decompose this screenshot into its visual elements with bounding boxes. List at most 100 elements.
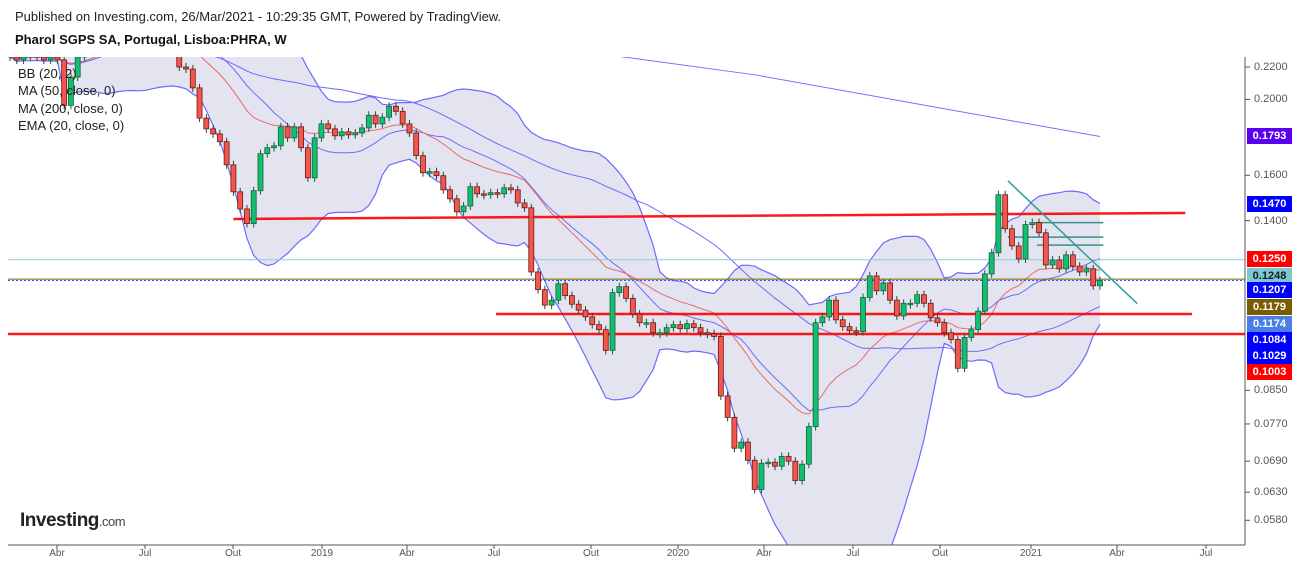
y-tick-label: 0.1600: [1254, 169, 1288, 182]
candle: [8, 57, 13, 61]
candle-body: [116, 30, 121, 37]
candle-body: [20, 57, 27, 61]
bb-lower-line: [9, 57, 1101, 545]
candle: [860, 293, 866, 336]
x-tick-label: Abr: [756, 548, 772, 559]
candle: [785, 452, 792, 466]
price-label: 0.1179: [1247, 299, 1292, 315]
candle-body: [799, 463, 805, 481]
candle-body: [170, 45, 175, 52]
candle-body: [277, 126, 284, 147]
candle: [528, 203, 535, 276]
bb-fill: [10, 57, 1100, 545]
logo-suffix: .com: [98, 514, 126, 529]
legend-ma50[interactable]: MA (50, close, 0): [18, 83, 116, 99]
candle: [1083, 264, 1090, 276]
candle-body: [480, 193, 487, 196]
candle: [237, 187, 244, 213]
candle: [954, 335, 961, 373]
candle-body: [34, 57, 40, 58]
candle-body: [1022, 224, 1029, 260]
price-label: 0.1174: [1247, 316, 1292, 332]
candle-body: [304, 147, 311, 179]
x-tick-label: Abr: [49, 548, 65, 559]
candle: [156, 26, 161, 41]
candle: [338, 127, 345, 140]
y-tick-label: 0.0690: [1254, 455, 1288, 468]
candle: [893, 296, 900, 320]
candle-body: [535, 271, 541, 291]
candle-body: [359, 127, 365, 134]
candle-body: [386, 105, 393, 118]
candle: [271, 141, 277, 152]
candle-body: [508, 187, 514, 191]
candle: [47, 57, 54, 64]
candle: [406, 119, 413, 137]
x-tick-label: Jul: [487, 548, 501, 559]
candle: [548, 296, 555, 310]
candle-body: [291, 126, 298, 139]
legend-bb[interactable]: BB (20, 2): [18, 66, 77, 81]
candle: [27, 57, 34, 61]
candle: [758, 459, 765, 494]
candle: [650, 318, 657, 337]
candle-body: [96, 30, 101, 37]
candle-body: [440, 175, 447, 191]
candle: [480, 189, 487, 200]
candle: [907, 299, 914, 309]
candle-body: [677, 324, 684, 330]
candle-body: [616, 286, 623, 294]
x-tick-label: Out: [582, 548, 600, 559]
candle: [13, 57, 20, 64]
candle: [40, 57, 47, 64]
x-tick-label: Jul: [1199, 548, 1213, 559]
candle-body: [136, 17, 141, 24]
candle: [494, 188, 501, 199]
candle: [569, 291, 575, 309]
candle: [853, 326, 860, 337]
candle: [304, 143, 311, 182]
candle-body: [785, 455, 792, 462]
candle: [54, 57, 61, 64]
candle-body: [89, 37, 94, 44]
candle: [846, 322, 853, 335]
candle-body: [1083, 268, 1090, 273]
candle: [968, 325, 975, 342]
investing-logo: Investing.com: [20, 510, 126, 532]
candle: [629, 294, 636, 318]
candle-body: [609, 292, 616, 351]
candle-body: [102, 24, 107, 31]
candle-body: [494, 192, 501, 195]
candle: [264, 143, 271, 158]
candle: [934, 313, 941, 327]
candle-body: [447, 189, 453, 200]
candle: [555, 279, 562, 305]
candle-body: [860, 297, 866, 333]
candle-body: [433, 171, 440, 177]
candle-body: [392, 105, 399, 112]
candle-body: [954, 339, 961, 369]
candle-body: [968, 329, 975, 338]
candle-body: [1056, 259, 1063, 270]
candle: [799, 460, 805, 485]
candle-body: [81, 57, 88, 58]
candle-body: [670, 324, 677, 329]
candle-body: [426, 171, 433, 174]
candle: [183, 63, 189, 74]
legend-ma200[interactable]: MA (200, close, 0): [18, 100, 123, 116]
candle: [325, 119, 332, 133]
candle: [711, 329, 717, 341]
x-tick-label: 2021: [1019, 548, 1043, 559]
candle-body: [332, 128, 338, 137]
candle: [765, 458, 772, 468]
candle-body: [582, 309, 589, 318]
candle: [216, 129, 223, 146]
candle: [738, 438, 745, 453]
candle: [690, 319, 697, 332]
price-label: 0.1003: [1247, 364, 1292, 380]
candle: [365, 111, 372, 132]
candle: [1015, 241, 1022, 263]
legend-ema20[interactable]: EMA (20, close, 0): [18, 117, 125, 133]
candle: [921, 290, 927, 308]
